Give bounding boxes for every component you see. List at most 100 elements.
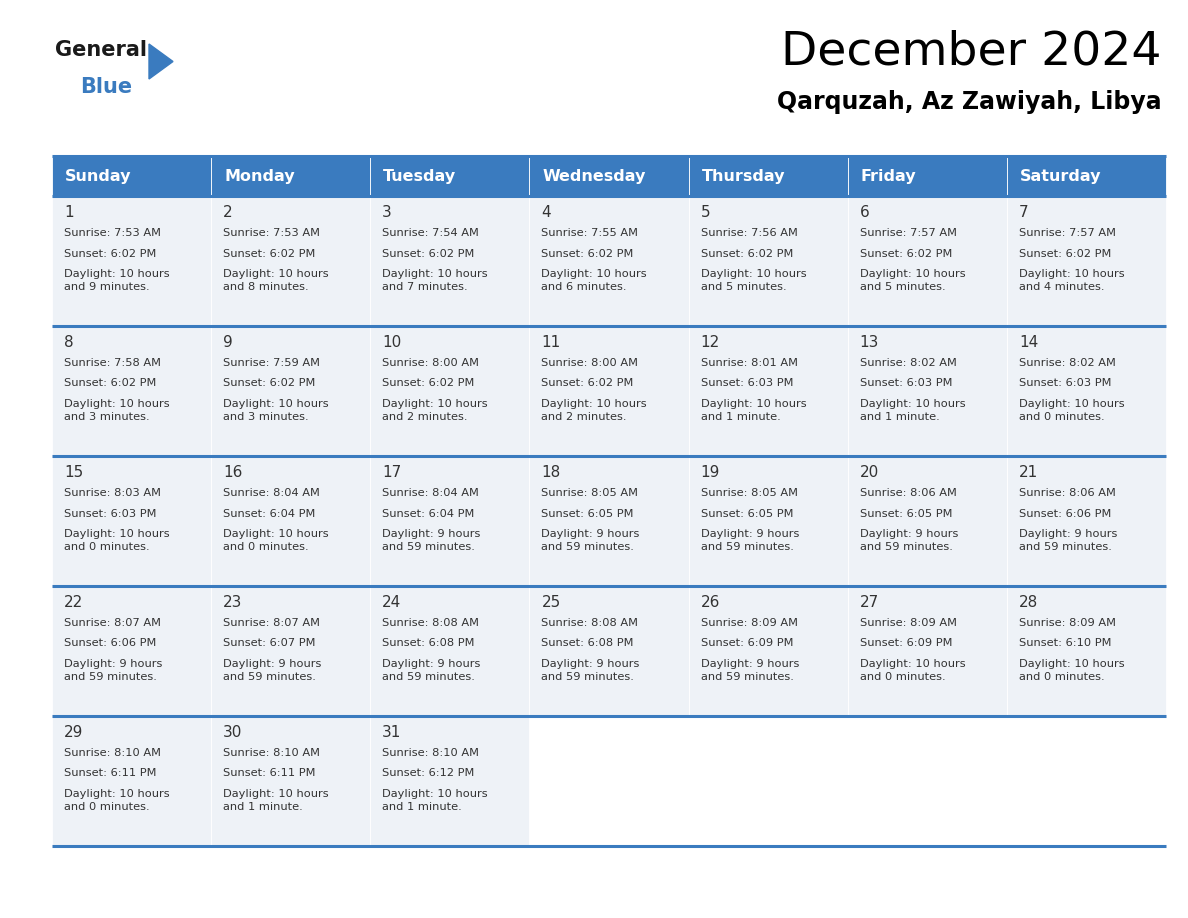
Text: Sunset: 6:05 PM: Sunset: 6:05 PM [860, 509, 953, 519]
Text: 3: 3 [383, 205, 392, 220]
Text: 25: 25 [542, 595, 561, 610]
Text: 6: 6 [860, 205, 870, 220]
Bar [52, 196, 211, 326]
Text: Daylight: 9 hours
and 59 minutes.: Daylight: 9 hours and 59 minutes. [542, 529, 640, 552]
Text: 19: 19 [701, 465, 720, 480]
Text: 11: 11 [542, 335, 561, 350]
Text: Wednesday: Wednesday [543, 169, 646, 184]
Text: Sunset: 6:11 PM: Sunset: 6:11 PM [223, 768, 316, 778]
Text: Sunrise: 7:55 AM: Sunrise: 7:55 AM [542, 228, 638, 238]
Text: Sunrise: 7:54 AM: Sunrise: 7:54 AM [383, 228, 479, 238]
Text: Daylight: 10 hours
and 0 minutes.: Daylight: 10 hours and 0 minutes. [860, 659, 966, 682]
Bar [530, 156, 689, 196]
Text: 9: 9 [223, 335, 233, 350]
Text: Daylight: 10 hours
and 7 minutes.: Daylight: 10 hours and 7 minutes. [383, 269, 488, 292]
Text: Sunrise: 7:57 AM: Sunrise: 7:57 AM [1019, 228, 1116, 238]
Text: Daylight: 10 hours
and 2 minutes.: Daylight: 10 hours and 2 minutes. [383, 399, 488, 421]
Bar [689, 456, 848, 586]
Text: Sunset: 6:07 PM: Sunset: 6:07 PM [223, 639, 316, 648]
Text: Daylight: 9 hours
and 59 minutes.: Daylight: 9 hours and 59 minutes. [223, 659, 322, 682]
Text: Sunset: 6:11 PM: Sunset: 6:11 PM [64, 768, 157, 778]
Text: Sunset: 6:05 PM: Sunset: 6:05 PM [542, 509, 634, 519]
Bar [52, 716, 211, 846]
Text: Daylight: 10 hours
and 0 minutes.: Daylight: 10 hours and 0 minutes. [64, 789, 170, 812]
Text: Daylight: 9 hours
and 59 minutes.: Daylight: 9 hours and 59 minutes. [1019, 529, 1117, 552]
Bar [371, 326, 530, 456]
Text: Sunset: 6:02 PM: Sunset: 6:02 PM [223, 378, 316, 388]
Bar [371, 196, 530, 326]
Text: Daylight: 10 hours
and 3 minutes.: Daylight: 10 hours and 3 minutes. [64, 399, 170, 421]
Bar [52, 156, 211, 196]
Text: Sunrise: 8:03 AM: Sunrise: 8:03 AM [64, 488, 162, 498]
Text: Tuesday: Tuesday [384, 169, 456, 184]
Bar [1007, 456, 1165, 586]
Text: Sunrise: 7:53 AM: Sunrise: 7:53 AM [223, 228, 320, 238]
Bar [530, 456, 689, 586]
Text: Daylight: 10 hours
and 3 minutes.: Daylight: 10 hours and 3 minutes. [223, 399, 329, 421]
Text: Sunset: 6:08 PM: Sunset: 6:08 PM [542, 639, 634, 648]
Text: 30: 30 [223, 725, 242, 740]
Text: Daylight: 10 hours
and 5 minutes.: Daylight: 10 hours and 5 minutes. [701, 269, 807, 292]
Text: 5: 5 [701, 205, 710, 220]
Text: Sunset: 6:03 PM: Sunset: 6:03 PM [860, 378, 953, 388]
Bar [848, 456, 1007, 586]
Text: Daylight: 10 hours
and 2 minutes.: Daylight: 10 hours and 2 minutes. [542, 399, 647, 421]
Bar [371, 716, 530, 846]
Text: Friday: Friday [861, 169, 916, 184]
Text: Sunset: 6:06 PM: Sunset: 6:06 PM [64, 639, 157, 648]
Bar [530, 196, 689, 326]
Text: 1: 1 [64, 205, 74, 220]
Bar [689, 326, 848, 456]
Text: Sunrise: 7:57 AM: Sunrise: 7:57 AM [860, 228, 956, 238]
Text: Daylight: 9 hours
and 59 minutes.: Daylight: 9 hours and 59 minutes. [701, 529, 800, 552]
Bar [530, 586, 689, 716]
Text: Sunset: 6:05 PM: Sunset: 6:05 PM [701, 509, 794, 519]
Text: Sunset: 6:09 PM: Sunset: 6:09 PM [701, 639, 794, 648]
Text: Daylight: 10 hours
and 1 minute.: Daylight: 10 hours and 1 minute. [701, 399, 807, 421]
Text: Daylight: 10 hours
and 6 minutes.: Daylight: 10 hours and 6 minutes. [542, 269, 647, 292]
Text: 22: 22 [64, 595, 83, 610]
Text: 23: 23 [223, 595, 242, 610]
Text: 17: 17 [383, 465, 402, 480]
Text: Sunrise: 8:01 AM: Sunrise: 8:01 AM [701, 358, 797, 368]
Text: Sunrise: 8:10 AM: Sunrise: 8:10 AM [383, 748, 479, 758]
Text: 26: 26 [701, 595, 720, 610]
Text: Daylight: 10 hours
and 0 minutes.: Daylight: 10 hours and 0 minutes. [64, 529, 170, 552]
Bar [211, 586, 371, 716]
Text: Thursday: Thursday [702, 169, 785, 184]
Text: 15: 15 [64, 465, 83, 480]
Text: Qarquzah, Az Zawiyah, Libya: Qarquzah, Az Zawiyah, Libya [777, 90, 1162, 114]
Text: 16: 16 [223, 465, 242, 480]
Text: Sunrise: 8:05 AM: Sunrise: 8:05 AM [701, 488, 797, 498]
Text: Daylight: 10 hours
and 1 minute.: Daylight: 10 hours and 1 minute. [383, 789, 488, 812]
Bar [52, 456, 211, 586]
Text: 20: 20 [860, 465, 879, 480]
Text: Sunrise: 7:59 AM: Sunrise: 7:59 AM [223, 358, 320, 368]
Text: Blue: Blue [80, 77, 132, 97]
Text: Sunset: 6:09 PM: Sunset: 6:09 PM [860, 639, 953, 648]
Text: Sunrise: 8:08 AM: Sunrise: 8:08 AM [383, 618, 479, 628]
Text: Sunset: 6:04 PM: Sunset: 6:04 PM [383, 509, 475, 519]
Text: Daylight: 10 hours
and 8 minutes.: Daylight: 10 hours and 8 minutes. [223, 269, 329, 292]
Text: Daylight: 10 hours
and 1 minute.: Daylight: 10 hours and 1 minute. [223, 789, 329, 812]
Text: Sunrise: 7:56 AM: Sunrise: 7:56 AM [701, 228, 797, 238]
Bar [689, 586, 848, 716]
Polygon shape [148, 44, 173, 79]
Text: Sunset: 6:02 PM: Sunset: 6:02 PM [64, 249, 157, 259]
Text: Sunset: 6:03 PM: Sunset: 6:03 PM [701, 378, 794, 388]
Bar [371, 586, 530, 716]
Text: Daylight: 9 hours
and 59 minutes.: Daylight: 9 hours and 59 minutes. [701, 659, 800, 682]
Text: Sunset: 6:02 PM: Sunset: 6:02 PM [542, 249, 634, 259]
Bar [211, 456, 371, 586]
Text: Sunset: 6:08 PM: Sunset: 6:08 PM [383, 639, 475, 648]
Text: Sunset: 6:02 PM: Sunset: 6:02 PM [1019, 249, 1111, 259]
Bar [689, 196, 848, 326]
Bar [52, 326, 211, 456]
Bar [848, 586, 1007, 716]
Text: Sunrise: 8:09 AM: Sunrise: 8:09 AM [701, 618, 797, 628]
Text: 10: 10 [383, 335, 402, 350]
Bar [1007, 196, 1165, 326]
Text: 7: 7 [1019, 205, 1029, 220]
Text: Daylight: 10 hours
and 0 minutes.: Daylight: 10 hours and 0 minutes. [1019, 659, 1125, 682]
Text: December 2024: December 2024 [782, 30, 1162, 75]
